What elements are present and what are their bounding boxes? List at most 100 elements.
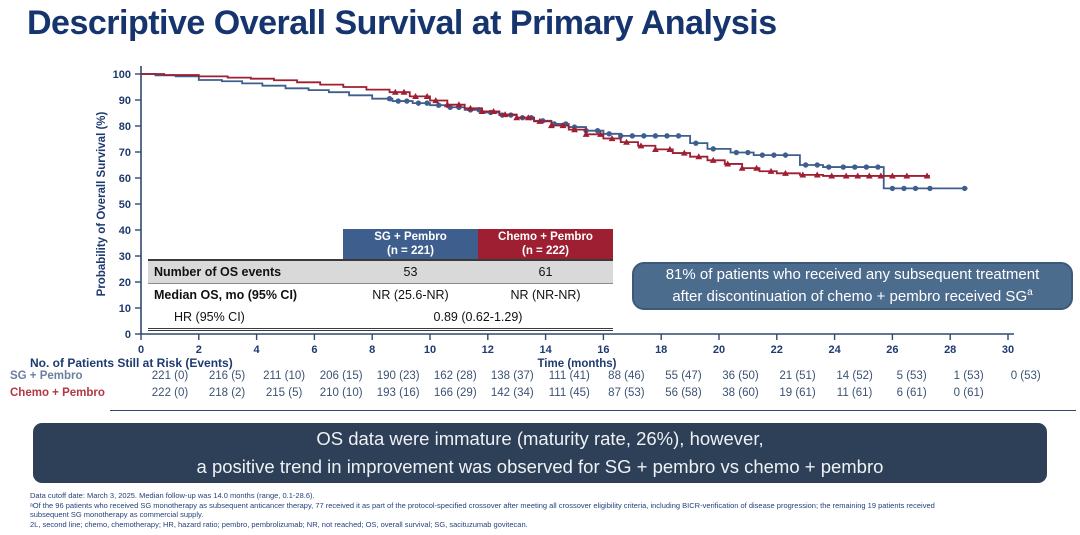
censor-mark-sg bbox=[404, 98, 410, 104]
km-curve-sg-pembro bbox=[141, 73, 968, 190]
censor-mark-chemo bbox=[666, 146, 674, 152]
censor-mark-chemo bbox=[423, 92, 431, 99]
censor-mark-chemo bbox=[799, 171, 807, 178]
censor-mark-chemo bbox=[559, 122, 567, 129]
censor-mark-chemo bbox=[412, 92, 419, 99]
censor-mark-chemo bbox=[391, 88, 399, 95]
stats-value-chemo: NR (NR-NR) bbox=[510, 288, 581, 302]
risk-value: 211 (10) bbox=[263, 370, 306, 382]
risk-value: 0 (61) bbox=[953, 387, 984, 399]
censor-mark-sg bbox=[803, 162, 809, 168]
risk-value: 55 (47) bbox=[665, 370, 702, 382]
censor-mark-chemo bbox=[877, 172, 885, 179]
censor-mark-sg bbox=[840, 164, 846, 170]
censor-mark-chemo bbox=[923, 172, 931, 179]
risk-value: 218 (2) bbox=[208, 387, 246, 399]
stats-value-sg: NR (25.6-NR) bbox=[372, 288, 449, 302]
censor-mark-sg bbox=[889, 185, 896, 192]
censor-mark-sg bbox=[927, 185, 933, 192]
risk-value: 166 (29) bbox=[433, 387, 477, 399]
stats-row-label: HR (95% CI) bbox=[174, 310, 245, 324]
censor-mark-sg bbox=[759, 152, 766, 158]
censor-mark-chemo bbox=[443, 101, 451, 108]
risk-value: 190 (23) bbox=[376, 370, 420, 382]
censor-mark-sg bbox=[912, 185, 919, 192]
risk-value: 215 (5) bbox=[265, 387, 303, 399]
risk-value: 216 (5) bbox=[208, 370, 246, 382]
censor-mark-sg bbox=[435, 102, 442, 108]
censor-mark-sg bbox=[826, 164, 832, 170]
risk-value: 222 (0) bbox=[151, 387, 189, 399]
censor-mark-chemo bbox=[490, 108, 497, 115]
footnote-line: subsequent SG monotherapy as commercial … bbox=[30, 510, 204, 519]
risk-table-heading: No. of Patients Still at Risk (Events) bbox=[30, 356, 233, 370]
censor-mark-chemo bbox=[753, 164, 760, 171]
x-tick-label: 14 bbox=[539, 344, 552, 356]
x-tick-label: 4 bbox=[254, 344, 261, 356]
censor-mark-chemo bbox=[400, 88, 408, 95]
banner-line1: OS data were immature (maturity rate, 26… bbox=[316, 428, 764, 450]
stats-row-label: Number of OS events bbox=[154, 265, 282, 279]
censor-mark-sg bbox=[875, 164, 881, 170]
y-tick-label: 90 bbox=[119, 95, 131, 107]
censor-mark-chemo bbox=[842, 172, 850, 179]
footnote-line: 2L, second line; chemo, chemotherapy; HR… bbox=[30, 519, 528, 529]
x-tick-label: 22 bbox=[771, 344, 783, 356]
censor-mark-chemo bbox=[478, 108, 486, 115]
legend-chemo-pembro: Chemo + Pembro (n = 222) bbox=[478, 229, 613, 259]
risk-value: 19 (61) bbox=[779, 387, 816, 399]
risk-value: 111 (45) bbox=[548, 387, 590, 399]
censor-mark-sg bbox=[710, 146, 716, 152]
stats-table-body: Number of OS events 53 61 Median OS, mo … bbox=[148, 259, 613, 331]
y-tick-label: 80 bbox=[119, 121, 131, 133]
risk-value: 56 (58) bbox=[665, 387, 702, 399]
page-title: Descriptive Overall Survival at Primary … bbox=[27, 4, 777, 42]
censor-mark-chemo bbox=[547, 122, 555, 129]
censor-mark-chemo bbox=[524, 114, 532, 121]
censor-mark-sg bbox=[606, 131, 612, 137]
censor-mark-sg bbox=[901, 185, 907, 192]
risk-value: 6 (61) bbox=[896, 387, 927, 399]
censor-mark-sg bbox=[852, 164, 858, 170]
risk-value: 1 (53) bbox=[953, 370, 984, 382]
censor-mark-chemo bbox=[571, 126, 578, 133]
x-axis-title: Time (months) bbox=[537, 358, 616, 370]
censor-mark-chemo bbox=[854, 172, 862, 179]
censor-mark-chemo bbox=[608, 135, 616, 142]
risk-row-label-sg: SG + Pembro bbox=[10, 370, 83, 382]
censor-mark-chemo bbox=[813, 171, 821, 178]
censor-mark-chemo bbox=[903, 172, 911, 179]
x-tick-label: 10 bbox=[424, 344, 436, 356]
stats-table-header: SG + Pembro (n = 221) Chemo + Pembro (n … bbox=[148, 229, 613, 259]
risk-value: 38 (60) bbox=[722, 387, 759, 399]
y-tick-label: 60 bbox=[119, 173, 131, 185]
censor-mark-sg bbox=[664, 133, 670, 139]
risk-value: 87 (53) bbox=[608, 387, 645, 399]
censor-mark-sg bbox=[618, 133, 624, 139]
censor-mark-chemo bbox=[828, 172, 836, 179]
risk-table-separator bbox=[110, 410, 1076, 411]
os-stats-table: SG + Pembro (n = 221) Chemo + Pembro (n … bbox=[148, 229, 613, 331]
legend-sg-label: SG + Pembro bbox=[374, 230, 447, 243]
risk-value: 11 (61) bbox=[836, 387, 873, 399]
censor-mark-chemo bbox=[738, 164, 746, 171]
x-tick-label: 16 bbox=[597, 344, 609, 356]
stats-row-median-os: Median OS, mo (95% CI) NR (25.6-NR) NR (… bbox=[148, 284, 613, 306]
conclusion-banner: OS data were immature (maturity rate, 26… bbox=[33, 423, 1047, 483]
stats-row-hr: HR (95% CI) 0.89 (0.62-1.29) bbox=[148, 306, 613, 328]
risk-value: 36 (50) bbox=[722, 370, 759, 382]
risk-value: 0 (53) bbox=[1010, 370, 1041, 382]
risk-value: 210 (10) bbox=[319, 387, 363, 399]
risk-value: 193 (16) bbox=[376, 387, 420, 399]
callout-line1: 81% of patients who received any subsequ… bbox=[665, 266, 1040, 284]
censor-mark-chemo bbox=[637, 142, 645, 149]
risk-row-label-chemo: Chemo + Pembro bbox=[10, 387, 105, 399]
legend-sg-pembro: SG + Pembro (n = 221) bbox=[343, 229, 478, 259]
x-tick-label: 0 bbox=[138, 344, 144, 356]
legend-sg-n: (n = 221) bbox=[387, 245, 434, 257]
risk-value: 221 (0) bbox=[151, 370, 189, 382]
censor-mark-chemo bbox=[767, 167, 775, 174]
callout-line2: after discontinuation of chemo + pembro … bbox=[672, 287, 1033, 305]
